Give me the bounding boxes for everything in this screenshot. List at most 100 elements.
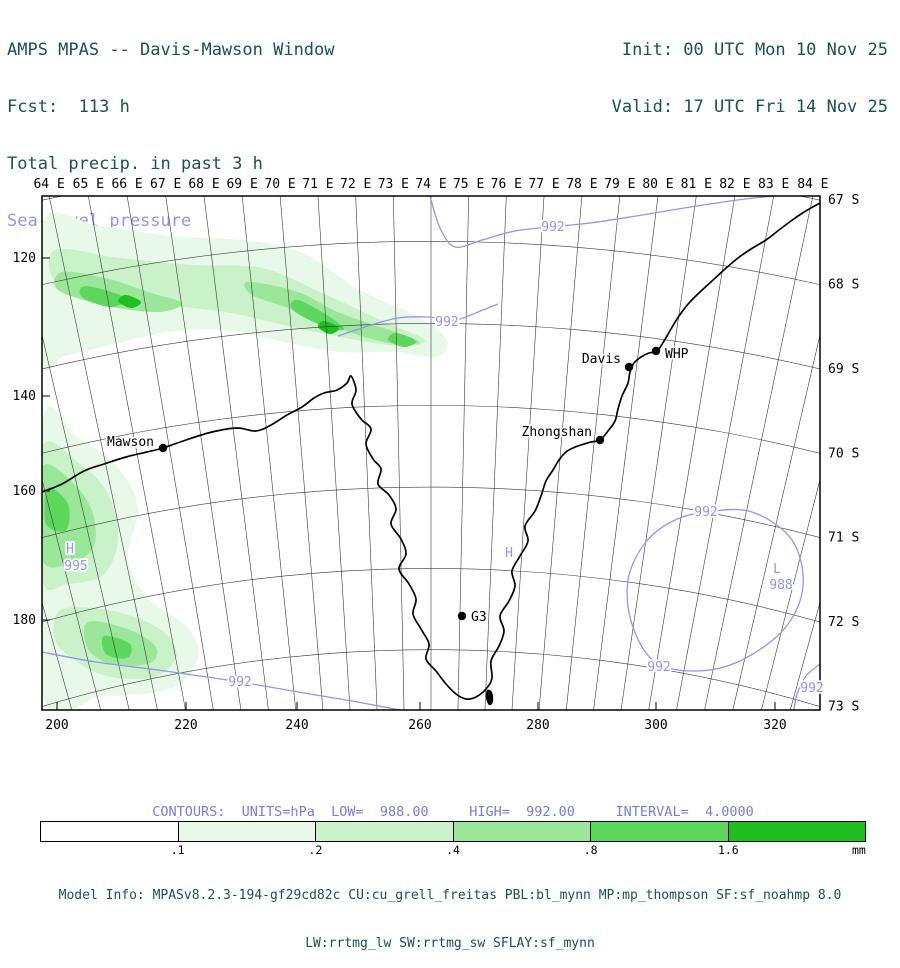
pressure-label: 992 — [228, 675, 251, 690]
lon-label: 70 E — [264, 177, 295, 192]
meridian-line — [704, 196, 814, 710]
forecast-hour: Fcst: 113 h — [7, 97, 130, 117]
lat-label: 72 S — [828, 615, 859, 630]
lon-label: 72 E — [340, 177, 371, 192]
colorbar-cell-4 — [590, 821, 729, 842]
lon-label: 66 E — [111, 177, 142, 192]
pressure-center-label: H — [505, 546, 513, 561]
grid-y-label: 160 — [13, 484, 36, 499]
pressure-contour — [429, 196, 776, 249]
app-title: AMPS MPAS -- Davis-Mawson Window — [7, 40, 335, 60]
meridian-line — [42, 333, 130, 710]
pressure-label: 992 — [800, 681, 823, 696]
model-info: Model Info: MPASv8.2.3-194-gf29cd82c CU:… — [0, 856, 900, 968]
field-precip-label: Total precip. in past 3 h — [7, 154, 263, 174]
lat-label: 67 S — [828, 193, 859, 208]
precip-area-level-3 — [244, 281, 421, 345]
header-right: Init: 00 UTC Mon 10 Nov 25 Valid: 17 UTC… — [612, 3, 888, 136]
meridian-line — [648, 196, 736, 710]
map-canvas: 64 E 65 E 66 E 67 E 68 E 69 E 70 E 71 E 72 E 73 E… — [13, 177, 860, 733]
meridian-line — [457, 196, 469, 710]
pressure-contour — [793, 663, 820, 710]
lon-label: 76 E — [491, 177, 522, 192]
grid-x-label: 220 — [174, 718, 197, 733]
colorbar-cell-0 — [40, 821, 179, 842]
meridian-line — [241, 196, 297, 710]
meridian-line — [676, 196, 775, 710]
pressure-label: 988 — [769, 578, 792, 593]
grid-y-label: 140 — [13, 389, 36, 404]
lon-label: 67 E — [150, 177, 181, 192]
colorbar-cell-2 — [315, 821, 454, 842]
lon-label: 69 E — [226, 177, 257, 192]
lon-label: 73 E — [378, 177, 409, 192]
pressure-center-label: H — [66, 542, 74, 557]
colorbar-swatches — [40, 821, 866, 842]
header-left: AMPS MPAS -- Davis-Mawson Window Fcst: 1… — [7, 3, 335, 250]
lon-label: 83 E — [758, 177, 789, 192]
lon-label: 84 E — [797, 177, 828, 192]
lon-label: 75 E — [453, 177, 484, 192]
meridian-line — [48, 196, 158, 710]
pressure-label: 992 — [435, 315, 458, 330]
map-frame — [41, 195, 821, 711]
grid-x-label: 240 — [285, 718, 308, 733]
lon-label: 82 E — [719, 177, 750, 192]
lat-label: 71 S — [828, 531, 859, 546]
station-label-mawson: Mawson — [107, 435, 154, 450]
station-dot-zhongshan — [595, 435, 605, 445]
meridian-line — [393, 196, 405, 710]
colorbar-unit-label: mm — [852, 843, 866, 857]
valid-time: Valid: 17 UTC Fri 14 Nov 25 — [611, 97, 888, 117]
colorbar-title: CONTOURS: UNITS=hPa LOW= 988.00 HIGH= 99… — [152, 804, 754, 820]
pressure-label: 992 — [647, 660, 670, 675]
colorbar-tick-label: .2 — [308, 843, 323, 857]
precip-area-level-4 — [79, 285, 127, 308]
grid-x-label: 200 — [45, 718, 68, 733]
meridian-line — [203, 196, 269, 710]
lon-label: 64 E — [33, 177, 64, 192]
colorbar: CONTOURS: UNITS=hPa LOW= 988.00 HIGH= 99… — [40, 804, 866, 857]
colorbar-tick-label: .4 — [446, 843, 460, 857]
lon-label: 81 E — [681, 177, 712, 192]
lat-label: 70 S — [828, 446, 859, 461]
colorbar-tick-label: 1.6 — [717, 843, 739, 857]
lon-label: 78 E — [566, 177, 597, 192]
grid-x-label: 300 — [644, 718, 667, 733]
grid-x-label: 280 — [526, 718, 549, 733]
lon-label: 79 E — [604, 177, 635, 192]
model-info-line2: LW:rrtmg_lw SW:rrtmg_sw SFLAY:sf_mynn — [305, 936, 595, 951]
colorbar-cell-5 — [727, 821, 866, 842]
meridian-line — [484, 196, 507, 710]
meridian-line — [42, 601, 73, 710]
pressure-label: 995 — [64, 559, 87, 574]
station-label-g3: G3 — [471, 610, 487, 625]
lon-label: 65 E — [73, 177, 104, 192]
grid-x-label: 320 — [763, 718, 786, 733]
graticule — [42, 196, 820, 710]
station-label-zhongshan: Zhongshan — [522, 425, 592, 440]
lon-label: 80 E — [642, 177, 673, 192]
colorbar-tick-labels: .1 .2 .4 .8 1.6 mm — [40, 842, 866, 857]
model-info-line1: Model Info: MPASv8.2.3-194-gf29cd82c CU:… — [58, 888, 842, 903]
meridian-line — [355, 196, 378, 710]
colorbar-cell-1 — [177, 821, 316, 842]
station-dot-whp — [651, 346, 661, 356]
meridian-line — [565, 196, 621, 710]
meridian-line — [761, 478, 820, 710]
precip-area-level-4 — [44, 487, 70, 532]
lat-label: 73 S — [828, 700, 859, 715]
grid-x-label: 260 — [408, 718, 431, 733]
precip-area-level-5 — [317, 320, 340, 335]
lon-label: 74 E — [415, 177, 446, 192]
lat-label: 68 S — [828, 278, 859, 293]
meridian-line — [538, 196, 583, 710]
station-dot-mawson — [158, 443, 168, 453]
station-label-davis: Davis — [582, 352, 621, 367]
meridian-line — [593, 196, 659, 710]
page: { "header": { "title": "AMPS MPAS -- Dav… — [7, 3, 888, 951]
colorbar-cell-3 — [452, 821, 591, 842]
meridian-line — [317, 196, 351, 710]
precip-area-level-3 — [54, 271, 183, 313]
pressure-contour — [626, 508, 804, 672]
